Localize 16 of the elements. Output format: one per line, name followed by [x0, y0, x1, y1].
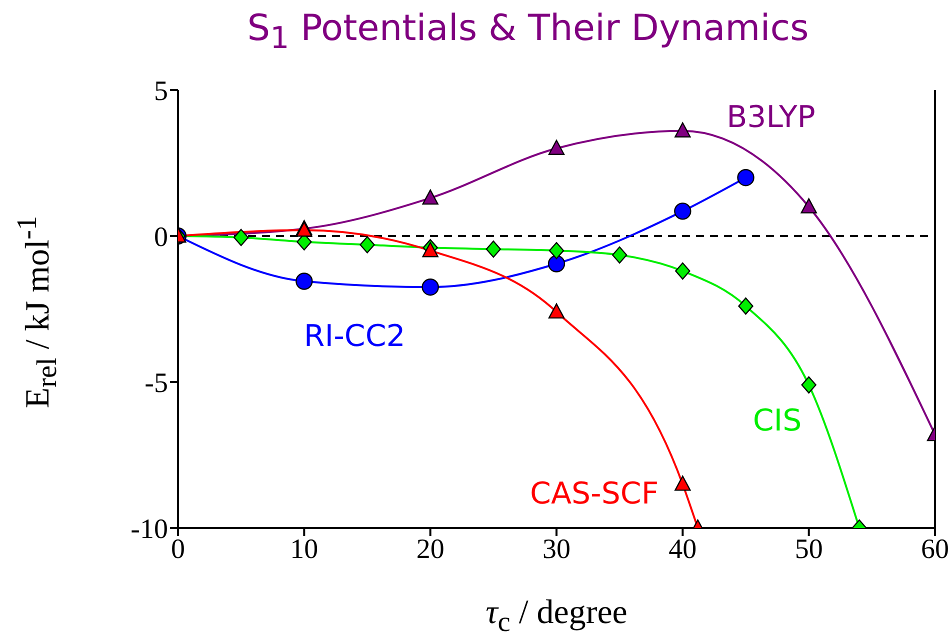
- series-label: CAS-SCF: [530, 476, 659, 512]
- y-tick-label: 0: [154, 222, 168, 253]
- x-tick-label: 40: [668, 534, 697, 565]
- x-tick-label: 20: [416, 534, 444, 565]
- y-tick-label: -5: [144, 368, 168, 399]
- series-label: CIS: [752, 404, 802, 439]
- x-tick-label: 30: [542, 534, 570, 565]
- y-tick-label: 5: [154, 76, 168, 107]
- x-axis-title: τ$_{c}$ / degree: [484, 594, 628, 639]
- series-label: RI-CC2: [304, 318, 406, 354]
- y-tick-label: -10: [130, 514, 168, 545]
- x-tick-label: 50: [794, 534, 823, 565]
- series-label: B3LYP: [726, 100, 816, 135]
- chart-title: S$_{1}$ Potentials & Their Dynamics: [246, 8, 810, 56]
- x-tick-label: 60: [921, 534, 949, 565]
- x-tick-label: 10: [290, 534, 318, 565]
